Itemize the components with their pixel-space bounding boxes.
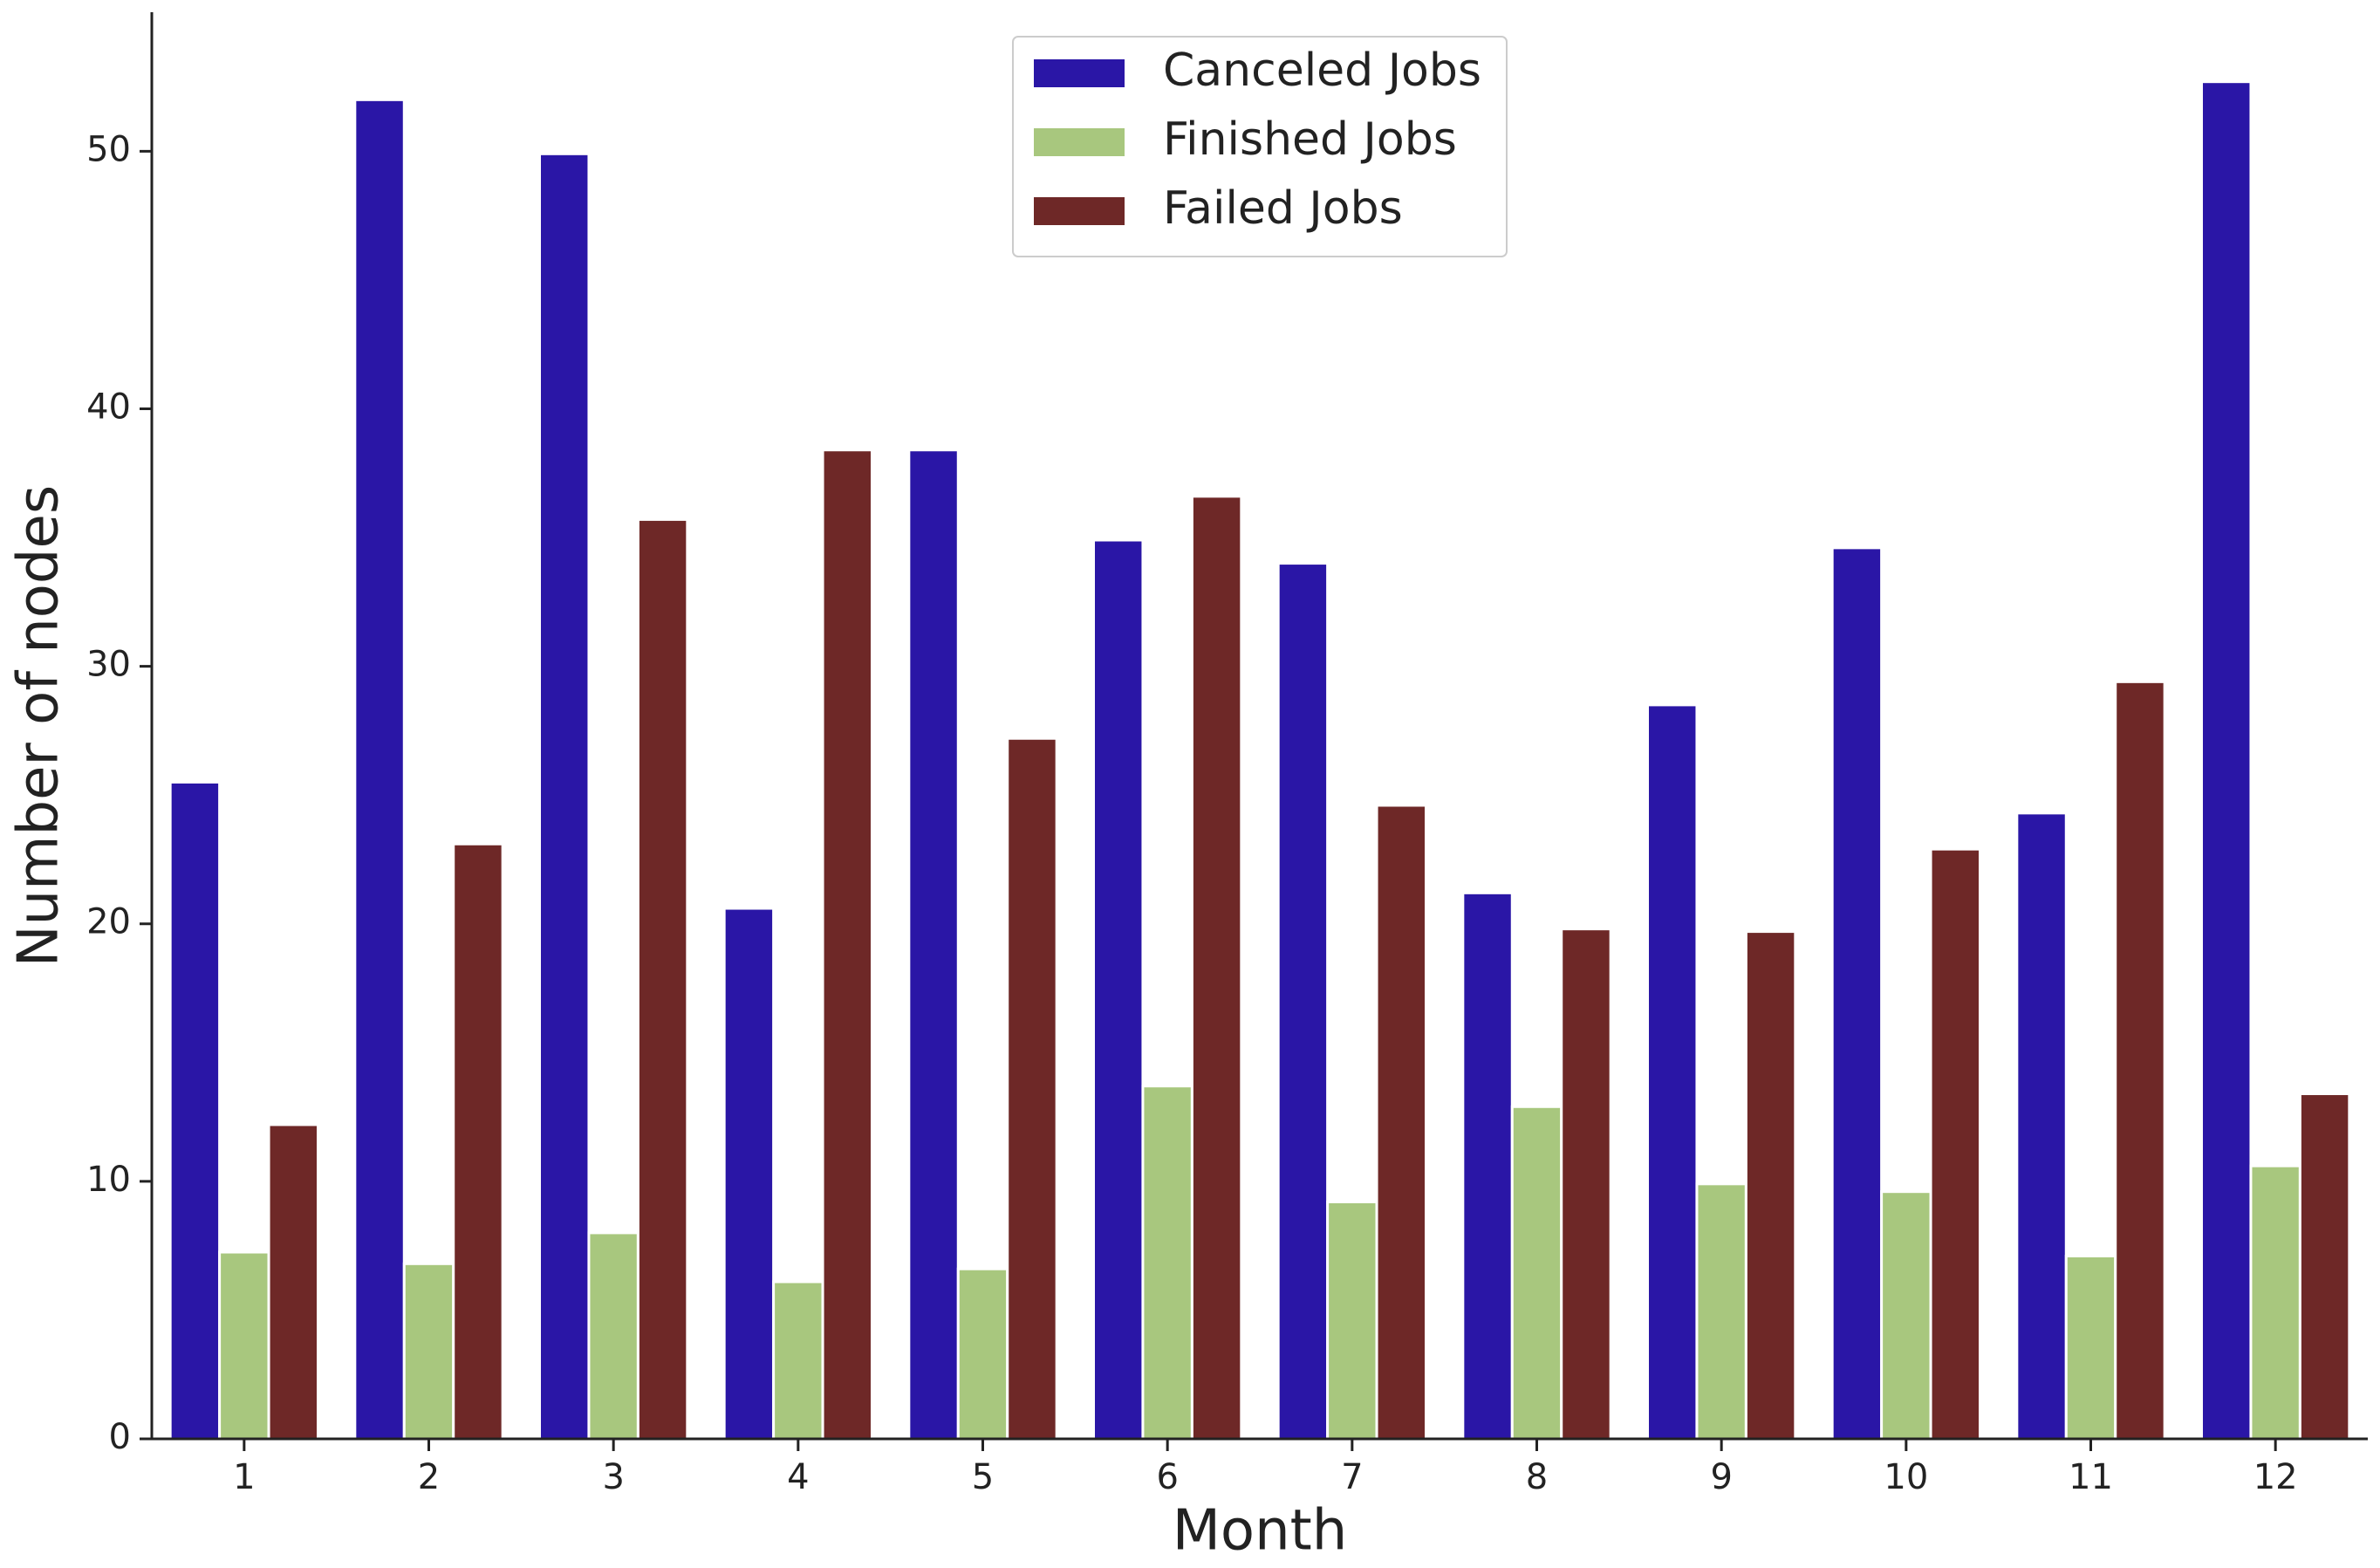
- x-tick-label: 1: [233, 1457, 255, 1497]
- legend-swatch: [1034, 128, 1125, 156]
- y-tick-label: 50: [86, 129, 131, 169]
- bar: [1744, 930, 1797, 1441]
- bar: [1276, 562, 1330, 1441]
- y-tick-label: 40: [86, 387, 131, 427]
- x-tick-label: 12: [2253, 1457, 2298, 1497]
- bar: [218, 1250, 270, 1441]
- bar: [1695, 1182, 1747, 1441]
- bar: [2200, 80, 2253, 1441]
- bar: [1375, 804, 1427, 1441]
- bar: [1461, 891, 1514, 1441]
- x-tick-label: 5: [972, 1457, 994, 1497]
- bar: [1880, 1190, 1932, 1441]
- bar: [402, 1262, 455, 1441]
- x-axis-label: Month: [1173, 1499, 1348, 1564]
- bar: [353, 98, 406, 1441]
- bar: [2249, 1164, 2301, 1441]
- bar: [772, 1280, 824, 1441]
- legend-label: Finished Jobs: [1163, 113, 1457, 166]
- bar: [168, 780, 222, 1441]
- legend-label: Failed Jobs: [1163, 182, 1403, 235]
- x-tick-label: 4: [787, 1457, 809, 1497]
- x-tick-label: 2: [418, 1457, 440, 1497]
- bar: [1929, 847, 1982, 1441]
- bar: [636, 517, 689, 1441]
- x-tick-label: 10: [1884, 1457, 1928, 1497]
- bar: [907, 448, 960, 1441]
- bar: [1560, 928, 1612, 1441]
- bar: [1006, 736, 1058, 1441]
- bar: [2114, 680, 2166, 1441]
- y-tick-label: 0: [109, 1417, 131, 1457]
- bar: [1190, 495, 1243, 1441]
- x-tick-label: 11: [2069, 1457, 2113, 1497]
- legend-swatch: [1034, 197, 1125, 225]
- bar: [956, 1267, 1009, 1441]
- bar: [1092, 538, 1145, 1441]
- y-tick-label: 30: [86, 645, 131, 685]
- bar: [1141, 1085, 1193, 1441]
- bar: [2015, 811, 2068, 1441]
- bar: [2064, 1254, 2117, 1441]
- bar: [1830, 546, 1884, 1441]
- x-tick-label: 3: [602, 1457, 624, 1497]
- bar: [1326, 1200, 1378, 1441]
- bar: [722, 907, 776, 1441]
- bar: [821, 448, 873, 1441]
- y-axis-label: Number of nodes: [7, 485, 72, 968]
- y-tick-label: 10: [86, 1160, 131, 1200]
- y-tick-label: 20: [86, 902, 131, 942]
- x-tick-label: 6: [1156, 1457, 1178, 1497]
- legend-swatch: [1034, 59, 1125, 87]
- bar: [452, 842, 504, 1441]
- bar: [538, 152, 591, 1441]
- bar: [267, 1123, 319, 1441]
- bar: [587, 1231, 639, 1441]
- legend-label: Canceled Jobs: [1163, 45, 1481, 97]
- bar: [1646, 703, 1699, 1441]
- x-tick-label: 9: [1710, 1457, 1732, 1497]
- legend-box: [1012, 36, 1508, 257]
- x-tick-label: 8: [1526, 1457, 1548, 1497]
- bar: [1510, 1105, 1563, 1441]
- bar: [2298, 1092, 2351, 1441]
- x-tick-label: 7: [1341, 1457, 1363, 1497]
